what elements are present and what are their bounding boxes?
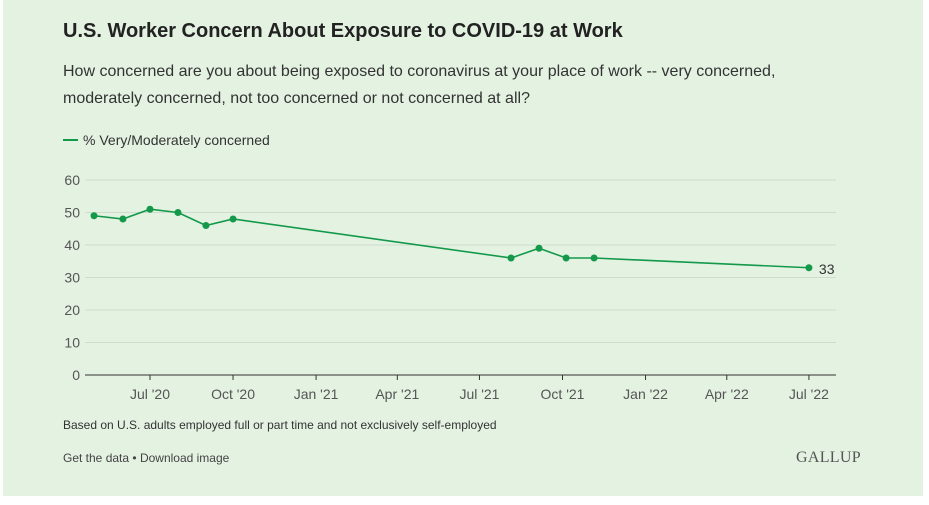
footnote: Based on U.S. adults employed full or pa… [63, 418, 497, 432]
data-point [507, 254, 515, 262]
x-tick-label: Apr '21 [375, 386, 419, 402]
chart-card: U.S. Worker Concern About Exposure to CO… [3, 0, 923, 496]
data-point [535, 244, 543, 252]
chart-subtitle: How concerned are you about being expose… [63, 63, 776, 107]
x-tick-label: Oct '21 [541, 386, 585, 402]
x-tick-label: Jul '21 [459, 386, 499, 402]
line-chart: 0 10 20 30 40 50 60 Jul '20 Oct '20 Jan '21 Apr '2… [64, 172, 836, 402]
y-tick-label: 40 [64, 237, 80, 253]
y-tick-label: 20 [64, 302, 80, 318]
link-separator: • [132, 451, 137, 465]
data-point [90, 212, 98, 220]
x-tick-label: Jul '20 [130, 386, 170, 402]
data-point [229, 215, 237, 223]
footer-links: Get the data • Download image [63, 451, 229, 465]
data-point [590, 254, 598, 262]
x-tick-label: Jan '21 [294, 386, 339, 402]
y-tick-label: 10 [64, 335, 80, 351]
data-point [119, 215, 127, 223]
gallup-logo: GALLUP [796, 449, 861, 466]
x-tick-label: Jul '22 [789, 386, 829, 402]
legend-label: % Very/Moderately concerned [83, 132, 270, 148]
data-point [805, 264, 813, 272]
x-tick-label: Apr '22 [705, 386, 749, 402]
y-tick-label: 60 [64, 172, 80, 188]
y-tick-label: 0 [72, 367, 80, 383]
download-image-link[interactable]: Download image [139, 451, 230, 465]
x-tick-label: Jan '22 [623, 386, 668, 402]
x-tick-label: Oct '20 [211, 386, 255, 402]
data-point [174, 209, 182, 216]
get-data-link[interactable]: Get the data [63, 451, 130, 465]
y-tick-label: 50 [64, 205, 80, 221]
end-value-label: 33 [819, 261, 835, 277]
series-line [93, 208, 809, 269]
data-point [562, 254, 570, 262]
data-point [202, 222, 210, 229]
y-tick-label: 30 [64, 270, 80, 286]
legend: % Very/Moderately concerned [63, 132, 270, 148]
chart-title: U.S. Worker Concern About Exposure to CO… [63, 20, 623, 42]
data-point [146, 205, 154, 213]
legend-swatch [63, 139, 78, 141]
